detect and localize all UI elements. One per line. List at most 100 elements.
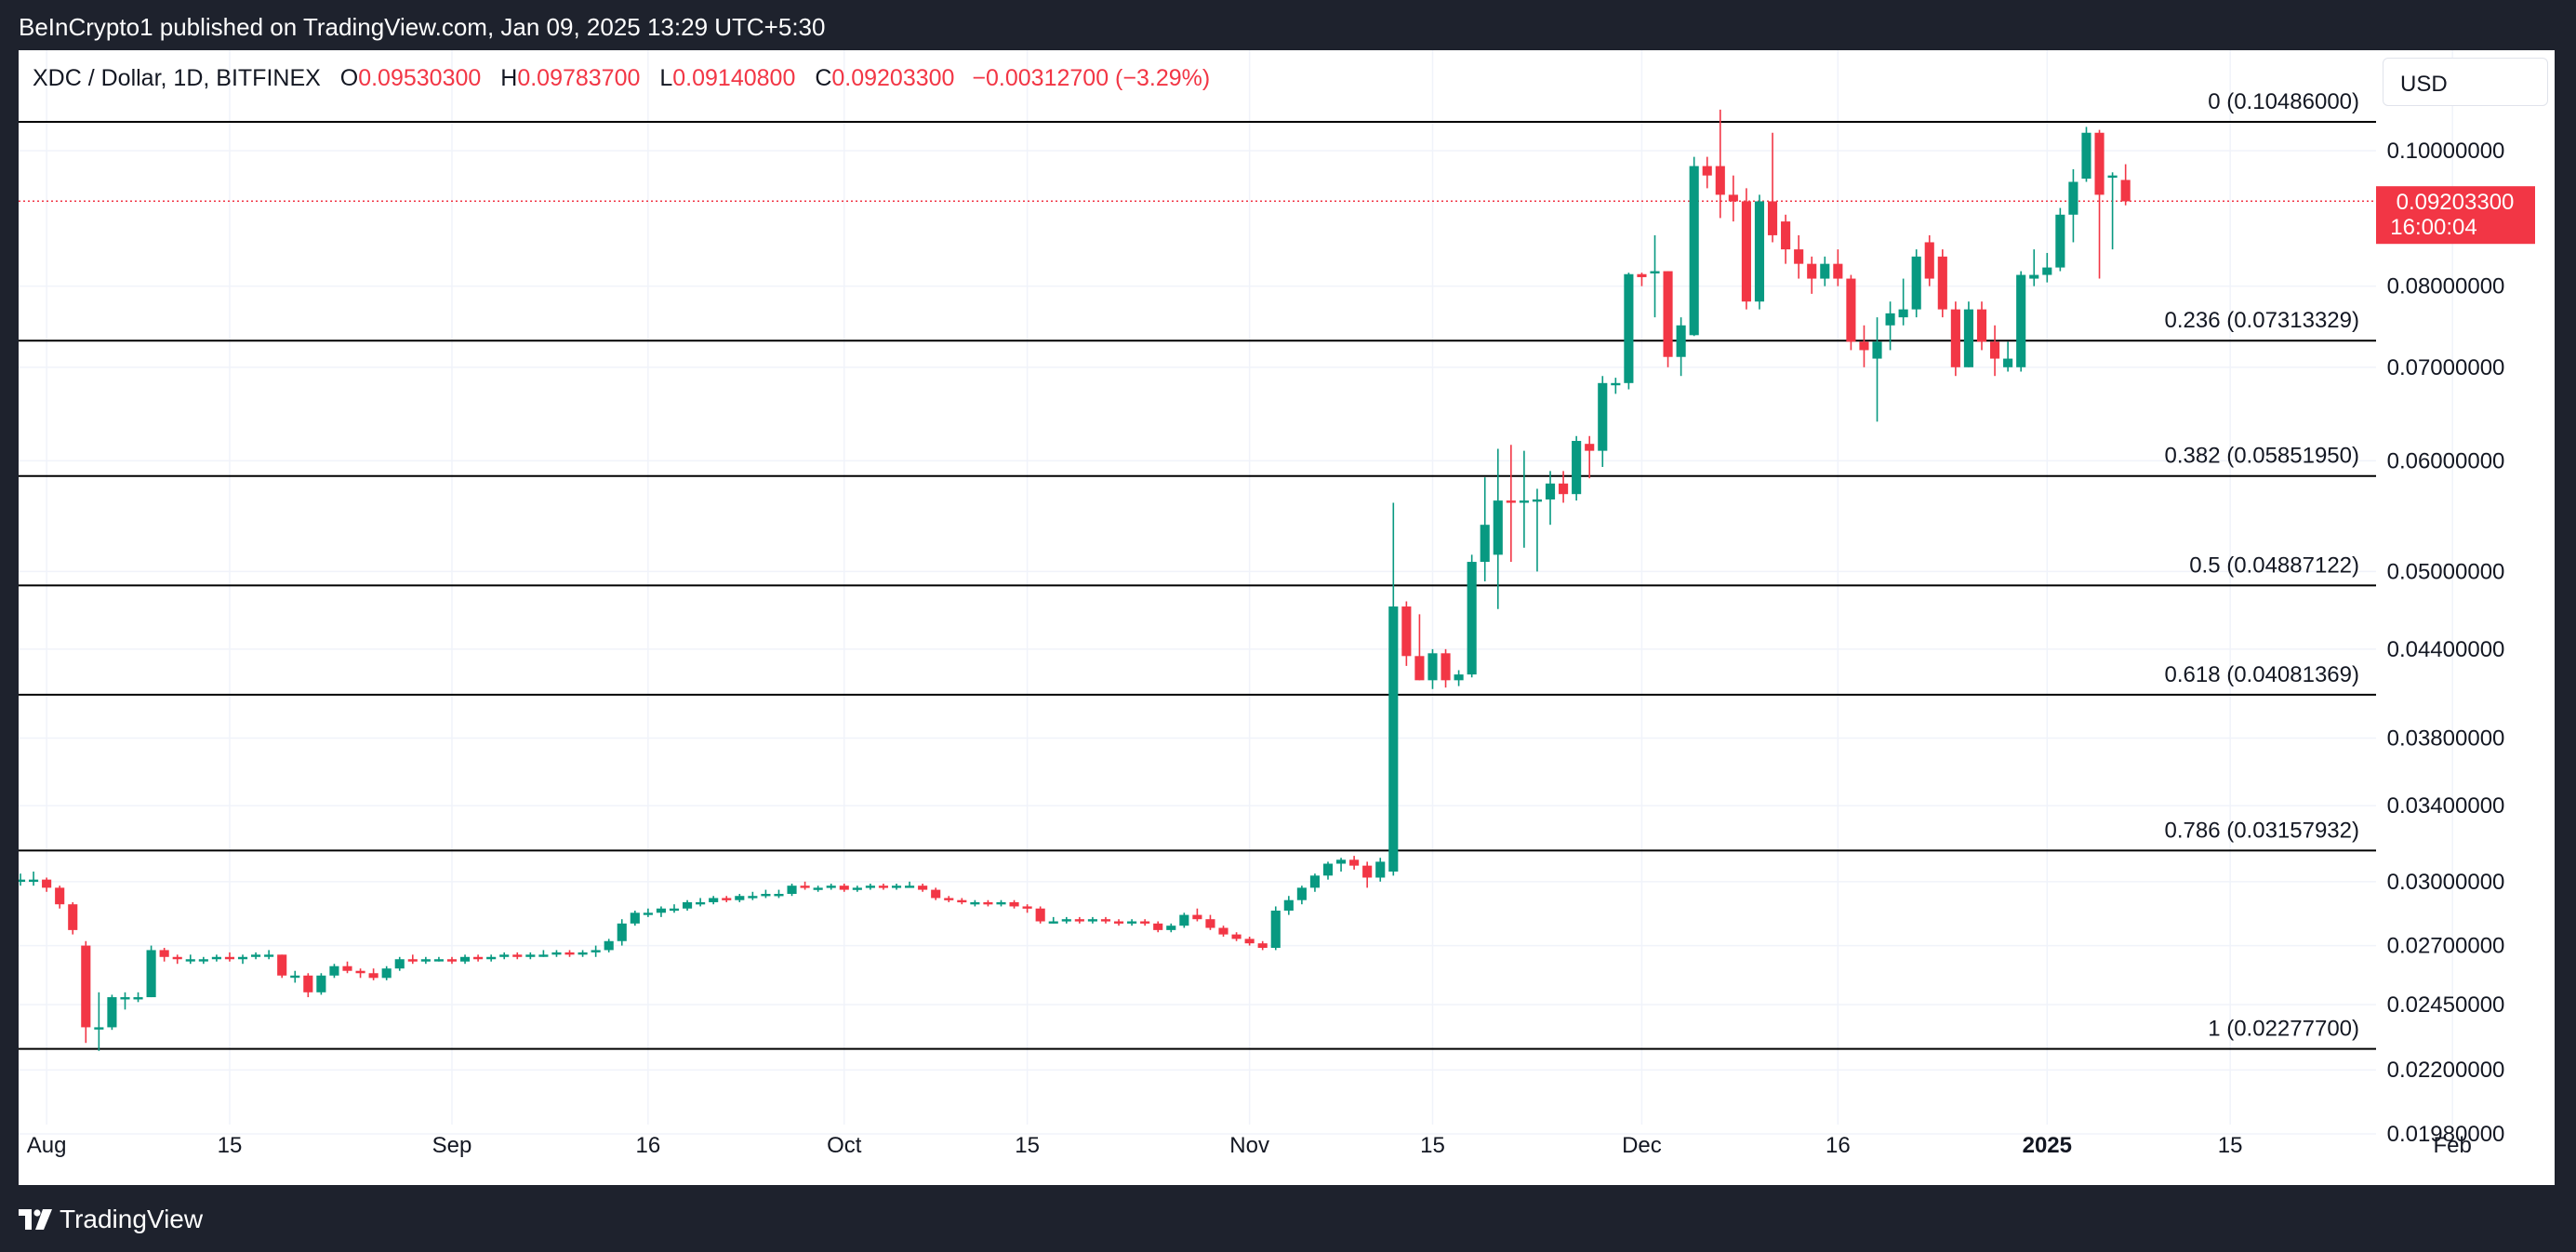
candle [1388,502,1399,876]
candle [1532,488,1543,572]
candle-body [1283,899,1294,912]
candle [1192,908,1202,922]
x-tick-label: 2025 [2023,1133,2072,1158]
candle-body [159,950,169,957]
candle-body [2003,358,2013,367]
x-tick-label: Sep [432,1133,472,1158]
candle-body [800,886,810,888]
candle [1467,554,1477,678]
currency-button[interactable]: USD [2383,58,2548,106]
candle [1414,614,1425,681]
candle-body [1257,943,1268,949]
candle-body [1663,271,1673,357]
price-tag [2376,186,2535,245]
candles [19,109,2131,1051]
candle [68,901,78,935]
candle-body [931,889,941,899]
candle [1963,301,1974,367]
candle [931,887,941,900]
candle-body [1976,309,1987,342]
candle-body [1192,914,1202,920]
candle-body [94,1027,104,1030]
chart-panel[interactable]: 0 (0.10486000) 0.236 (0.07313329) 0.382 (0… [19,50,2555,1185]
y-tick-label: 0.10000000 [2387,139,2505,164]
candle-body [251,954,261,957]
y-tick-label: 0.05000000 [2387,559,2505,584]
candle [1335,858,1347,872]
candlestick-chart[interactable]: 0 (0.10486000) 0.236 (0.07313329) 0.382 (0… [19,50,2555,1185]
candle-body [1924,242,1934,279]
candle [499,952,510,960]
candle-body [1153,923,1163,930]
fib-level-label: 0.786 (0.03157932) [2164,818,2359,843]
candle [277,954,287,979]
candle [1427,648,1438,689]
candle [355,968,365,979]
candle [368,968,378,980]
candle [839,883,849,892]
candle-body [381,968,392,979]
candle [1401,601,1412,666]
candle [1493,448,1503,609]
candle [420,956,431,965]
tradingview-logo[interactable]: TradingView [19,1205,203,1233]
candle [1650,234,1660,318]
x-tick-label: 15 [218,1133,243,1158]
candle [1362,861,1373,888]
candle [748,891,758,900]
y-tick-label: 0.03400000 [2387,793,2505,819]
candle-body [172,956,182,960]
candle [1545,471,1556,526]
candle [1689,156,1699,337]
candle-body [1637,273,1647,277]
candle-body [891,886,902,888]
candle [1637,273,1647,286]
candle-body [918,886,928,890]
candle-body [957,899,967,903]
candle [1035,906,1045,924]
candle [1937,249,1947,318]
candle [512,952,523,960]
candle-body [459,956,471,962]
y-tick-label: 0.01980000 [2387,1122,2505,1147]
candle-body [1388,606,1399,872]
candle [1572,435,1582,501]
candle-body [512,954,523,957]
x-tick-label: Oct [827,1133,862,1158]
candle [1676,317,1686,377]
candle [1911,249,1921,318]
candle [1127,919,1137,926]
candle-body [944,898,954,900]
candle-body [696,901,706,905]
candle-body [2042,267,2052,275]
candle [983,899,993,907]
candle [1807,256,1817,294]
candle-body [970,901,980,905]
y-tick-label: 0.03800000 [2387,726,2505,752]
candle-body [852,887,862,890]
candle-body [1624,273,1634,383]
candle [1741,188,1751,310]
candle [342,961,352,974]
candle [1559,471,1569,503]
symbol-name[interactable]: XDC / Dollar, 1D, BITFINEX [33,65,321,91]
candle-body [1676,325,1686,357]
candle-body [1885,313,1895,326]
candle [1322,861,1334,880]
candle [55,886,65,909]
candle [878,883,889,890]
candle-body [1937,256,1947,310]
candle [329,964,339,979]
candle-body [2068,181,2078,215]
x-tick-label: Aug [27,1133,67,1158]
candle [1767,132,1778,243]
candle [800,881,810,890]
candle-body [446,959,458,962]
candle-body [42,879,52,888]
candle [1898,278,1908,326]
candle [1087,916,1097,924]
candle-body [722,898,732,900]
open-value: 0.09530300 [358,65,482,91]
candle-body [604,940,614,951]
candle-body [1859,341,1869,351]
